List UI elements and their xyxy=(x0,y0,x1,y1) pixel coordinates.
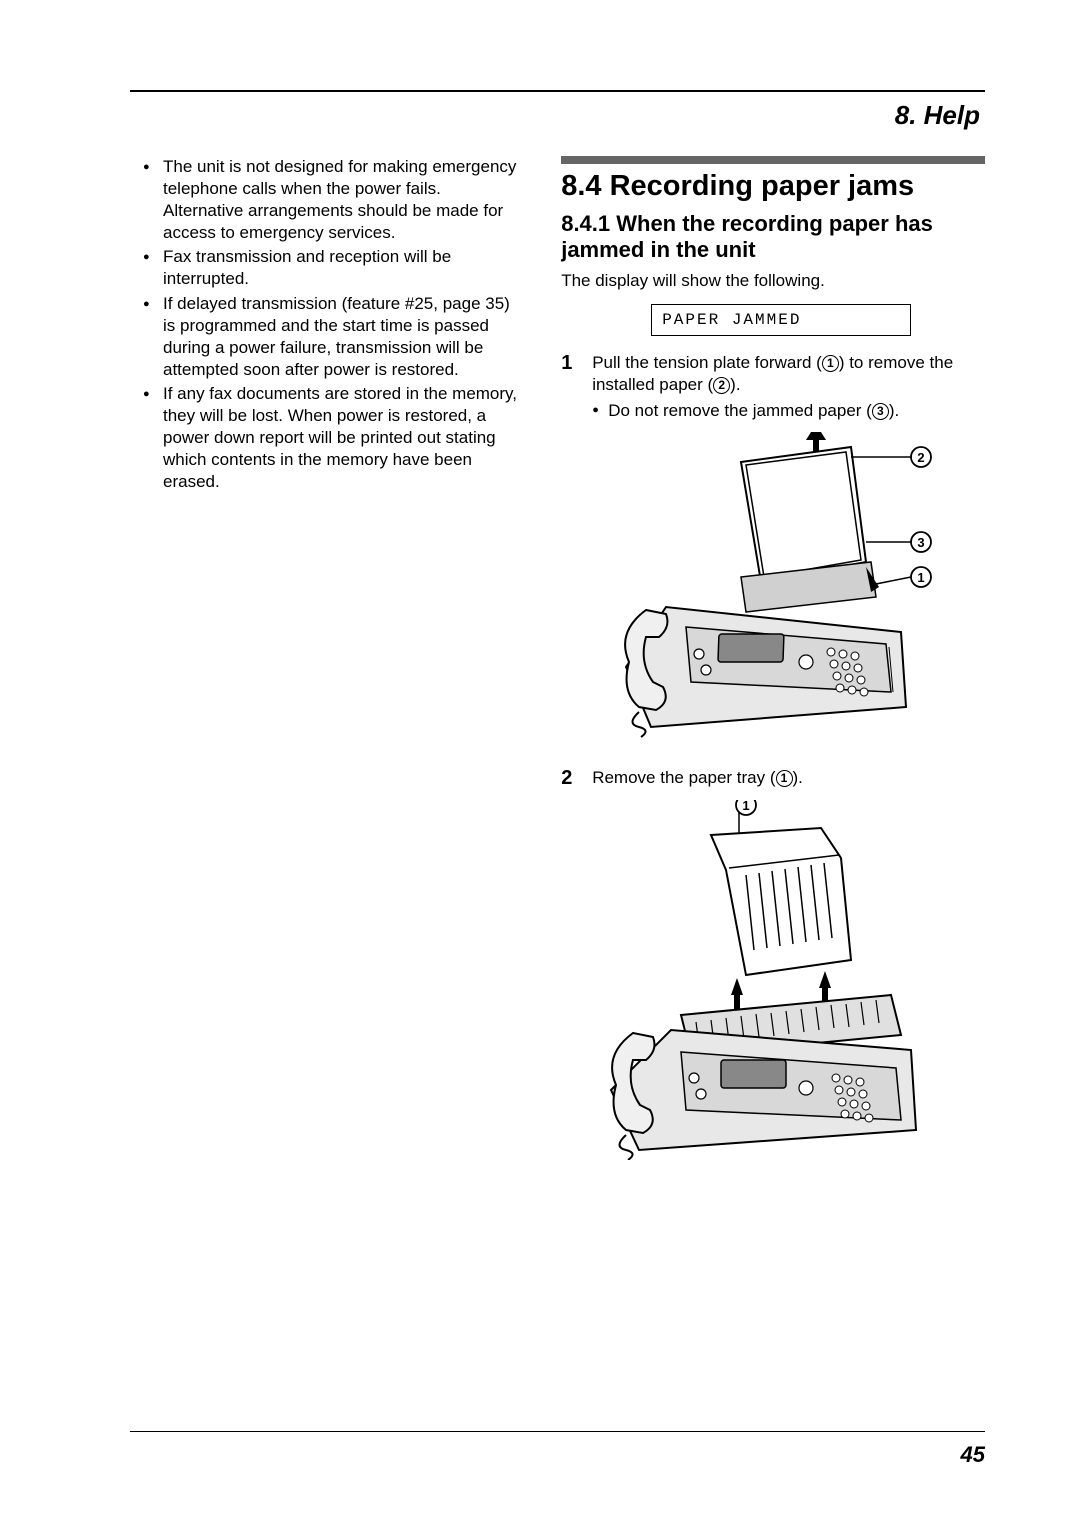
step-2: 2 Remove the paper tray (1). xyxy=(561,767,985,790)
section-title: 8.4 Recording paper jams xyxy=(561,170,985,203)
text-fragment: Remove the paper tray ( xyxy=(592,768,775,787)
list-item: The unit is not designed for making emer… xyxy=(148,156,521,244)
text-fragment: Do not remove the jammed paper ( xyxy=(608,401,872,420)
callout-circle-icon: 2 xyxy=(713,377,730,394)
illustration-fax-jam: 2 3 1 xyxy=(591,432,985,747)
callout-label: 2 xyxy=(918,450,925,465)
left-bullet-list: The unit is not designed for making emer… xyxy=(130,156,521,493)
section-heading-bar xyxy=(561,156,985,164)
right-column: 8.4 Recording paper jams 8.4.1 When the … xyxy=(561,156,985,1185)
step-text: Remove the paper tray (1). xyxy=(592,767,985,790)
callout-circle-icon: 3 xyxy=(872,403,889,420)
text-fragment: ). xyxy=(889,401,899,420)
step-1: 1 Pull the tension plate forward (1) to … xyxy=(561,352,985,422)
chapter-title: 8. Help xyxy=(130,100,985,131)
callout-label: 1 xyxy=(918,570,925,585)
step-number: 1 xyxy=(561,352,576,422)
step-number: 2 xyxy=(561,767,576,790)
intro-text: The display will show the following. xyxy=(561,270,985,292)
page-container: 8. Help The unit is not designed for mak… xyxy=(0,0,1080,1528)
text-fragment: ). xyxy=(730,375,740,394)
list-item: Fax transmission and reception will be i… xyxy=(148,246,521,290)
two-column-layout: The unit is not designed for making emer… xyxy=(130,156,985,1185)
list-item: If delayed transmission (feature #25, pa… xyxy=(148,293,521,381)
step-sub-bullet: Do not remove the jammed paper (3). xyxy=(592,400,985,422)
page-footer: 45 xyxy=(130,1431,985,1468)
footer-rule xyxy=(130,1431,985,1432)
text-fragment: Pull the tension plate forward ( xyxy=(592,353,822,372)
list-item: If any fax documents are stored in the m… xyxy=(148,383,521,493)
subsection-title: 8.4.1 When the recording paper has jamme… xyxy=(561,211,985,264)
left-column: The unit is not designed for making emer… xyxy=(130,156,521,1185)
illustration-remove-tray: 1 xyxy=(591,800,985,1165)
page-number: 45 xyxy=(130,1442,985,1468)
step-text: Pull the tension plate forward (1) to re… xyxy=(592,352,985,422)
lcd-display-box: PAPER JAMMED xyxy=(651,304,911,336)
header-rule xyxy=(130,90,985,92)
list-item: Do not remove the jammed paper (3). xyxy=(592,400,985,422)
callout-circle-icon: 1 xyxy=(822,355,839,372)
text-fragment: ). xyxy=(793,768,803,787)
callout-label: 1 xyxy=(743,800,750,813)
callout-label: 3 xyxy=(918,535,925,550)
callout-circle-icon: 1 xyxy=(776,770,793,787)
